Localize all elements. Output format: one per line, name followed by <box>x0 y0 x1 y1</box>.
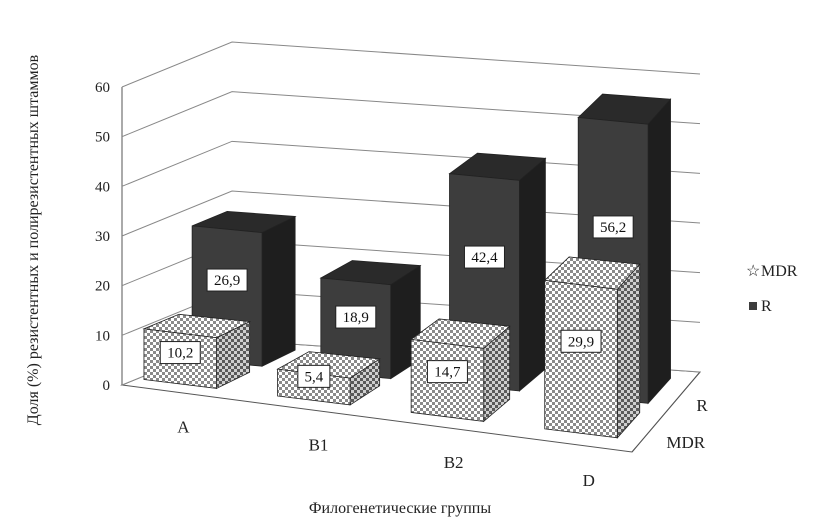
data-label: 26,9 <box>214 273 240 289</box>
depth-axis-line <box>631 371 701 453</box>
data-label: 42,4 <box>471 250 498 266</box>
gridline <box>121 41 701 88</box>
depth-labels: R MDR <box>666 396 708 452</box>
legend: ☆ MDR R <box>746 263 798 315</box>
bar-mdr-B2: 14,7 <box>410 318 511 423</box>
data-label-box <box>206 268 248 292</box>
data-label-box <box>592 215 634 239</box>
y-tick-label: 40 <box>95 179 110 195</box>
data-label-box <box>297 364 331 388</box>
legend-item-mdr: ☆ MDR <box>746 263 798 280</box>
data-label-box <box>159 341 201 365</box>
legend-marker-mdr: ☆ <box>746 263 760 280</box>
y-tick-label: 30 <box>95 229 110 245</box>
data-label: 29,9 <box>568 334 594 350</box>
data-label: 10,2 <box>167 346 193 362</box>
category-label: B2 <box>444 453 464 472</box>
category-label: A <box>177 418 190 437</box>
category-label: B1 <box>309 435 329 454</box>
data-label-box <box>335 305 377 329</box>
y-tick-label: 60 <box>95 80 110 96</box>
bar-mdr-D: 29,9 <box>543 256 641 439</box>
gridline <box>121 91 701 138</box>
data-label-box <box>560 329 602 353</box>
category-label: D <box>583 471 595 490</box>
data-label: 56,2 <box>600 220 626 236</box>
bar-front <box>544 279 618 439</box>
legend-label-mdr: MDR <box>761 263 798 280</box>
data-label: 18,9 <box>343 310 369 326</box>
legend-item-r: R <box>749 298 772 315</box>
y-axis-title: Доля (%) резистентных и полирезистентных… <box>25 54 42 425</box>
y-tick-label: 0 <box>103 378 111 394</box>
bar-mdr-A: 10,2 <box>142 313 252 390</box>
bars: 26,9 18,9 42,4 56,2 10,2 5,4 14,7 29,9 <box>142 93 672 439</box>
data-label-box <box>463 245 505 269</box>
legend-marker-r <box>749 302 757 310</box>
bar-mdr-B1: 5,4 <box>276 351 381 406</box>
y-tick-label: 20 <box>95 279 110 295</box>
bar-side <box>519 157 546 392</box>
depth-label-mdr: MDR <box>666 433 705 452</box>
x-axis-title: Филогенетические группы <box>309 500 491 517</box>
data-label: 14,7 <box>434 365 461 381</box>
bar-side <box>261 215 296 367</box>
category-labels: A B1 B2 D <box>177 418 595 490</box>
depth-label-r: R <box>696 396 708 415</box>
data-label-box <box>426 360 468 384</box>
y-tick-label: 50 <box>95 130 110 146</box>
legend-label-r: R <box>761 298 772 315</box>
bar-side <box>647 98 671 405</box>
bar-side <box>616 263 641 439</box>
data-label: 5,4 <box>304 369 323 385</box>
y-tick-label: 10 <box>95 328 110 344</box>
